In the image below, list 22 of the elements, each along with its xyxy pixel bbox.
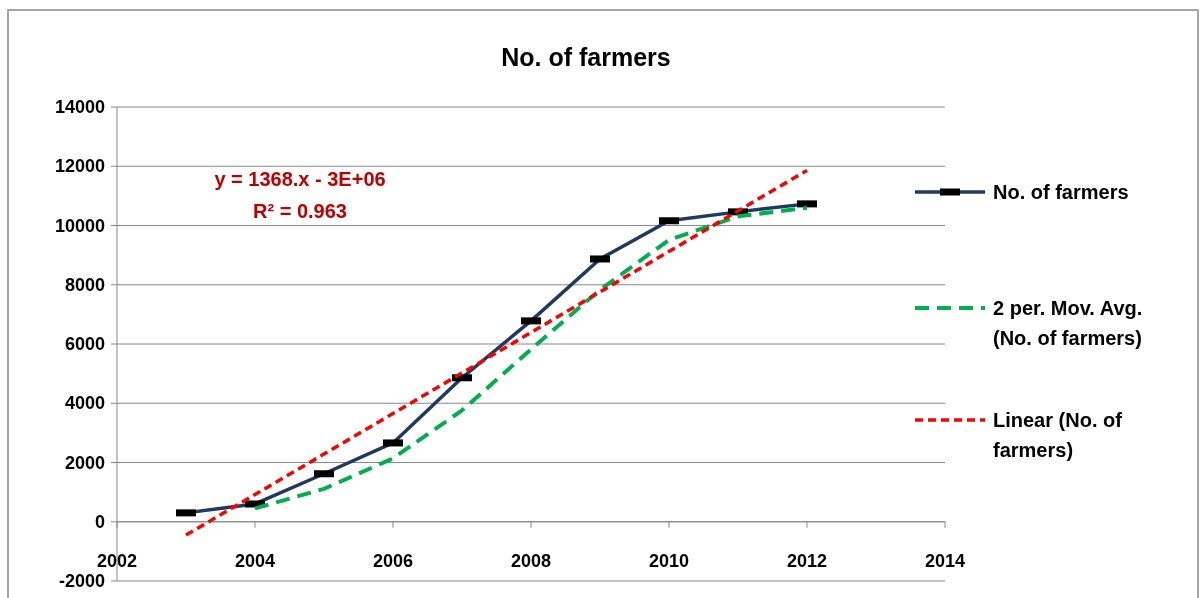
y-tick-label: 6000 xyxy=(64,334,105,354)
chart-title: No. of farmers xyxy=(501,43,671,71)
y-tick-label: -2000 xyxy=(58,571,105,591)
x-tick-label: 2008 xyxy=(510,550,552,571)
x-tick-label: 2002 xyxy=(96,550,138,571)
y-tick-label: 4000 xyxy=(64,393,105,414)
x-tick-label: 2006 xyxy=(372,550,414,571)
y-tick-label: 2000 xyxy=(64,452,105,473)
x-tick-label: 2004 xyxy=(234,550,276,571)
x-tick-label: 2010 xyxy=(648,550,690,571)
legend-label: Linear (No. of farmers) xyxy=(993,409,1123,461)
y-tick-label: 0 xyxy=(94,511,105,532)
x-tick-label: 2012 xyxy=(786,550,828,571)
legend-label: 2 per. Mov. Avg. (No. of farmers) xyxy=(993,297,1143,349)
annotation: y = 1368.x - 3E+06 xyxy=(214,168,386,190)
y-tick-label: 8000 xyxy=(64,274,105,295)
annotation: R² = 0.963 xyxy=(253,200,347,222)
y-tick-label: 14000 xyxy=(54,97,105,117)
legend-label: No. of farmers xyxy=(993,181,1129,203)
x-tick-label: 2014 xyxy=(924,550,966,571)
y-tick-label: 10000 xyxy=(54,215,105,236)
y-tick-label: 12000 xyxy=(54,156,105,177)
